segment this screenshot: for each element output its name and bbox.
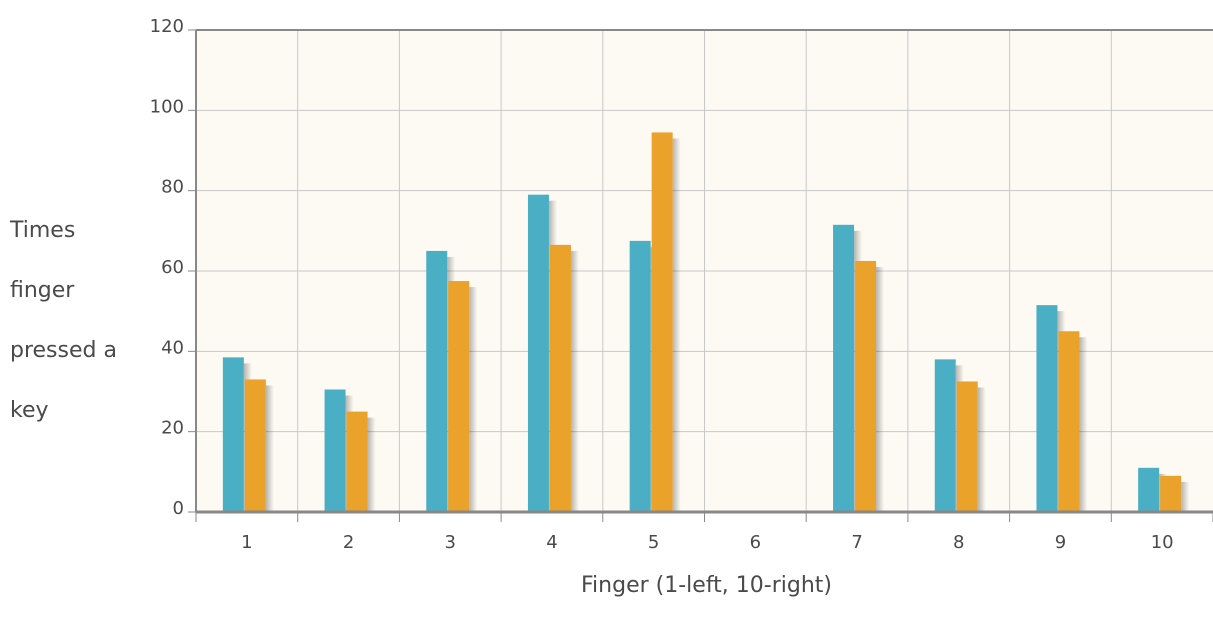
x-axis-label: Finger (1-left, 10-right)	[581, 573, 832, 598]
x-tick-label: 3	[445, 532, 456, 553]
bar	[1160, 475, 1182, 512]
bar	[324, 389, 346, 512]
y-tick-label: 120	[150, 16, 184, 37]
x-tick-label: 9	[1055, 532, 1066, 553]
bar-shadow	[876, 266, 885, 512]
y-tick-label: 60	[161, 257, 184, 278]
x-tick-label: 1	[241, 532, 252, 553]
y-axis-label-line: pressed a	[10, 338, 117, 363]
bar	[934, 359, 956, 512]
x-tick-label: 6	[750, 532, 761, 553]
bar	[549, 244, 571, 512]
y-tick-label: 0	[173, 498, 184, 519]
bar	[448, 281, 470, 512]
bar-shadow	[1079, 337, 1088, 512]
y-axis-label-line: key	[10, 398, 49, 423]
y-axis-label: Times finger pressed a key	[10, 186, 150, 456]
y-axis-label-line: finger	[10, 278, 75, 303]
bar	[833, 224, 855, 512]
y-tick-label: 40	[161, 337, 184, 358]
bar	[1058, 331, 1080, 512]
bar	[855, 260, 877, 512]
bar	[527, 194, 549, 512]
y-tick-label: 100	[150, 96, 184, 117]
x-tick-label: 2	[343, 532, 354, 553]
bar	[426, 250, 448, 512]
x-tick-label: 8	[953, 532, 964, 553]
bar	[1036, 305, 1058, 512]
bar	[956, 381, 978, 512]
bar-shadow	[469, 287, 478, 512]
y-tick-label: 80	[161, 177, 184, 198]
bar	[629, 240, 651, 512]
bar-shadow	[672, 138, 681, 513]
bar	[1138, 467, 1160, 512]
bar	[244, 379, 266, 512]
bar	[651, 132, 673, 513]
bar-shadow	[1181, 481, 1190, 512]
y-tick-label: 20	[161, 418, 184, 439]
bar-shadow	[570, 250, 579, 512]
x-tick-label: 7	[851, 532, 862, 553]
bar	[222, 357, 244, 512]
bar-shadow	[367, 417, 376, 512]
x-tick-label: 10	[1151, 532, 1174, 553]
x-tick-label: 5	[648, 532, 659, 553]
bar-shadow	[265, 385, 274, 512]
bar	[346, 411, 368, 512]
bar-shadow	[977, 387, 986, 512]
x-tick-label: 4	[546, 532, 557, 553]
y-axis-label-line: Times	[10, 218, 76, 243]
